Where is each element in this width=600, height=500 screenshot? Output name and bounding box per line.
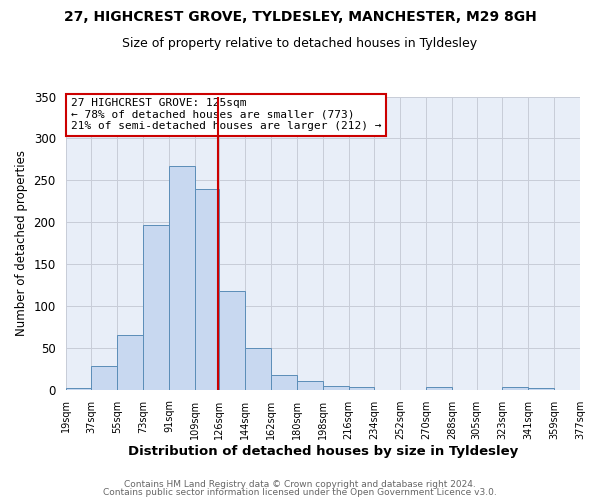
Text: Size of property relative to detached houses in Tyldesley: Size of property relative to detached ho… [122,38,478,51]
X-axis label: Distribution of detached houses by size in Tyldesley: Distribution of detached houses by size … [128,444,518,458]
Text: 27 HIGHCREST GROVE: 125sqm
← 78% of detached houses are smaller (773)
21% of sem: 27 HIGHCREST GROVE: 125sqm ← 78% of deta… [71,98,381,131]
Bar [169,166,195,390]
Bar [528,388,554,390]
Bar [323,386,349,390]
Bar [502,387,528,390]
Bar [245,348,271,390]
Bar [65,388,91,390]
Bar [426,387,452,390]
Bar [117,336,143,390]
Text: Contains public sector information licensed under the Open Government Licence v3: Contains public sector information licen… [103,488,497,497]
Text: 27, HIGHCREST GROVE, TYLDESLEY, MANCHESTER, M29 8GH: 27, HIGHCREST GROVE, TYLDESLEY, MANCHEST… [64,10,536,24]
Bar [349,387,374,390]
Bar [271,374,297,390]
Bar [219,291,245,390]
Text: Contains HM Land Registry data © Crown copyright and database right 2024.: Contains HM Land Registry data © Crown c… [124,480,476,489]
Bar [195,188,219,390]
Bar [91,366,117,390]
Y-axis label: Number of detached properties: Number of detached properties [15,150,28,336]
Bar [143,224,169,390]
Bar [297,380,323,390]
